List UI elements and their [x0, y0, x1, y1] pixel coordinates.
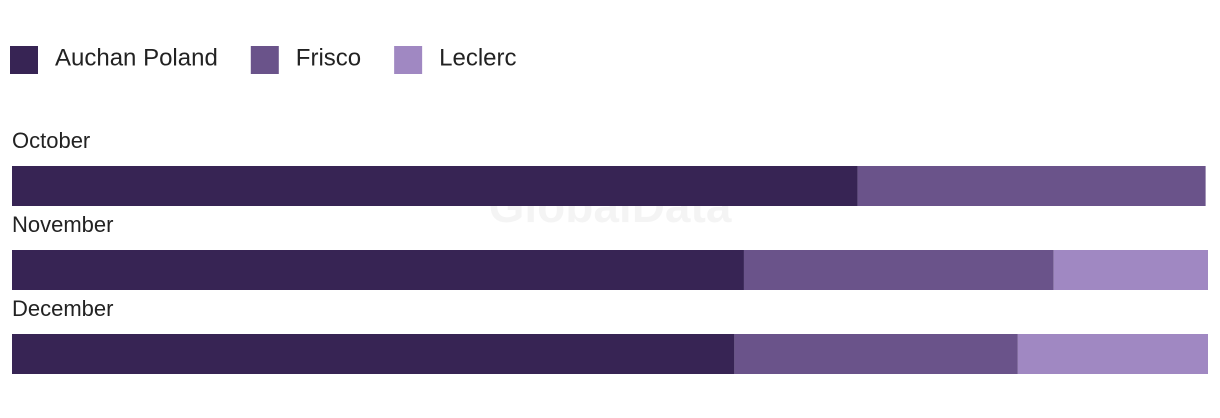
bar-segment [12, 334, 735, 374]
bar-segment [12, 166, 858, 206]
legend-swatch [250, 46, 279, 74]
bar-segment [743, 250, 1054, 290]
category-label: November [12, 212, 113, 237]
category-label: October [12, 128, 90, 153]
bar-segment [12, 250, 744, 290]
legend-label: Auchan Poland [55, 44, 218, 71]
bar-segment [1017, 334, 1208, 374]
bar-segment [1053, 250, 1208, 290]
legend-swatch [10, 46, 38, 74]
bar-segment [734, 334, 1018, 374]
legend-label: Leclerc [439, 44, 516, 71]
legend-swatch [394, 46, 423, 74]
category-label: December [12, 296, 113, 321]
bar-segment [857, 166, 1206, 206]
legend-label: Frisco [296, 44, 361, 71]
